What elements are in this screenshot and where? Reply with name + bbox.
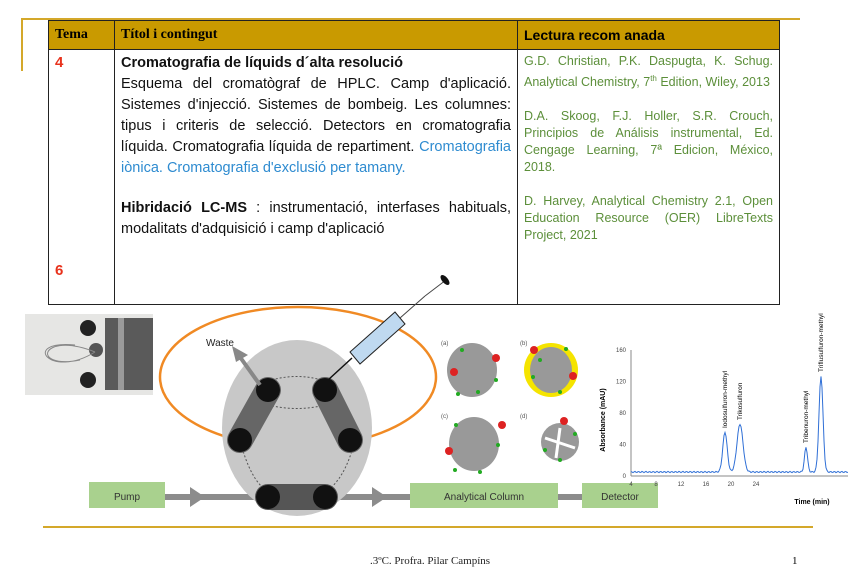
topic-text: : instrumentació, interfases habituals, … xyxy=(121,200,511,237)
footer-text: .3ºC. Profra. Pilar Campíns xyxy=(369,555,491,567)
detector-label: Detector xyxy=(601,492,639,503)
topic-4: Cromatografia de líquids d´alta resoluci… xyxy=(121,53,511,179)
topic-title: Hibridació LC-MS xyxy=(121,200,247,216)
flow-arrow-icon xyxy=(372,487,387,507)
header-lectura: Lectura recom anada xyxy=(517,20,780,50)
particle-label: (a) xyxy=(441,341,448,347)
x-axis-label: Time (min) xyxy=(794,499,829,506)
topic-text: Esquema del cromatògraf de HPLC. Camp d'… xyxy=(121,76,511,155)
peak-label: Iodosulfuron-methyl xyxy=(722,370,729,428)
tema-number: 4 xyxy=(55,54,64,71)
table-row: 4 6 Cromatografia de líquids d´alta reso… xyxy=(48,49,780,305)
syringe-icon xyxy=(327,275,450,381)
stationary-phase-particles: (a) (b) (c) (d) xyxy=(441,341,579,474)
topic-6: Hibridació LC-MS : instrumentació, inter… xyxy=(121,198,511,240)
column-label: Analytical Column xyxy=(444,492,524,503)
tema-cell: 4 6 xyxy=(48,49,115,305)
x-tick-label: 8 xyxy=(654,482,658,488)
topic-title: Cromatografia de líquids d´alta resoluci… xyxy=(121,55,403,71)
topic-text-highlight: Cromatografia iònica. Cromatografia d'ex… xyxy=(121,139,511,176)
references-cell: G.D. Christian, P.K. Daspugta, K. Schug.… xyxy=(517,49,780,305)
x-tick-label: 16 xyxy=(703,482,710,488)
pump-label: Pump xyxy=(114,492,141,503)
reference-text: Edition, Wiley, 2013 xyxy=(656,75,770,90)
waste-label: Waste xyxy=(206,338,234,349)
pump-box: Pump xyxy=(89,482,165,508)
bottom-rule xyxy=(43,526,813,528)
injector-photo xyxy=(25,314,153,395)
waste-arrow-icon xyxy=(232,346,248,362)
chromatogram-trace xyxy=(630,376,848,474)
reference-text: G.D. Christian, P.K. Daspugta, K. Schug.… xyxy=(524,54,773,90)
peak-label: Trikosulfuron xyxy=(737,382,744,420)
x-tick-label: 4 xyxy=(629,482,633,488)
particle-label: (b) xyxy=(520,341,527,347)
flow-arrow-icon xyxy=(190,487,205,507)
particle-label: (d) xyxy=(520,414,527,420)
y-tick-label: 80 xyxy=(619,411,626,417)
content-cell: Cromatografia de líquids d´alta resoluci… xyxy=(114,49,518,305)
syllabus-table: Tema Títol i contingut Lectura recom ana… xyxy=(48,20,780,305)
y-axis-label: Absorbance (mAU) xyxy=(600,388,607,451)
x-tick-label: 20 xyxy=(728,482,735,488)
x-tick-label: 24 xyxy=(753,482,760,488)
page-number: 1 xyxy=(792,555,798,567)
detector-box: Detector xyxy=(582,483,658,508)
peak-label: Tribenuron-methyl xyxy=(803,390,810,443)
reference-sup: th xyxy=(650,74,657,83)
flow-line xyxy=(558,494,582,500)
y-tick-label: 40 xyxy=(619,443,626,449)
peak-label: Triflusulfuron-methyl xyxy=(818,313,825,372)
left-rule xyxy=(21,18,23,71)
y-tick-label: 120 xyxy=(616,380,627,386)
waste-arrow-icon xyxy=(238,355,262,387)
reference: G.D. Christian, P.K. Daspugta, K. Schug.… xyxy=(524,53,773,91)
reference: D. Harvey, Analytical Chemistry 2.1, Ope… xyxy=(524,194,773,243)
x-tick-label: 12 xyxy=(678,482,685,488)
top-rule xyxy=(22,18,800,20)
y-tick-label: 0 xyxy=(623,474,627,480)
reference: D.A. Skoog, F.J. Holler, S.R. Crouch, Pr… xyxy=(524,109,773,175)
analytical-column-box: Analytical Column xyxy=(410,483,558,508)
chromatogram: Absorbance (mAU) Time (min) 4 8 12 16 20 24 0 4… xyxy=(600,313,848,506)
y-tick-label: 160 xyxy=(616,348,627,354)
tema-number: 6 xyxy=(55,262,64,279)
particle-label: (c) xyxy=(441,414,448,420)
